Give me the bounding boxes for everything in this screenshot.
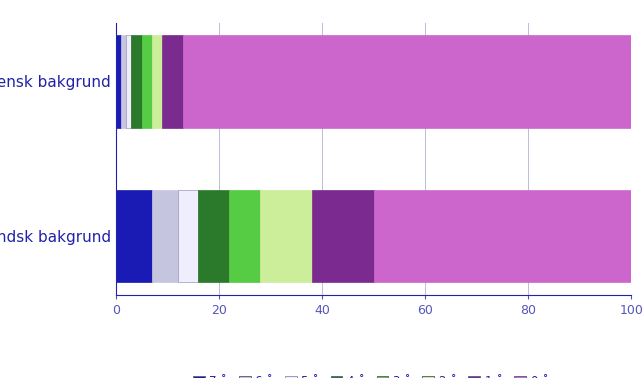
Bar — [260, 190, 312, 282]
Bar — [142, 35, 152, 128]
Bar — [121, 35, 126, 128]
Legend: 7 år, 6 år, 5 år, 4 år, 3 år, 2 år, 1 år, 0 år: 7 år, 6 år, 5 år, 4 år, 3 år, 2 år, 1 år… — [188, 370, 559, 378]
Bar — [229, 190, 260, 282]
Bar — [116, 190, 152, 282]
Bar — [312, 190, 374, 282]
Bar — [152, 35, 162, 128]
Bar — [131, 35, 142, 128]
Bar — [162, 35, 183, 128]
Bar — [183, 35, 631, 128]
Bar — [152, 190, 178, 282]
Bar — [116, 35, 121, 128]
Bar — [126, 35, 131, 128]
Bar — [374, 190, 631, 282]
Bar — [178, 190, 198, 282]
Bar — [198, 190, 229, 282]
